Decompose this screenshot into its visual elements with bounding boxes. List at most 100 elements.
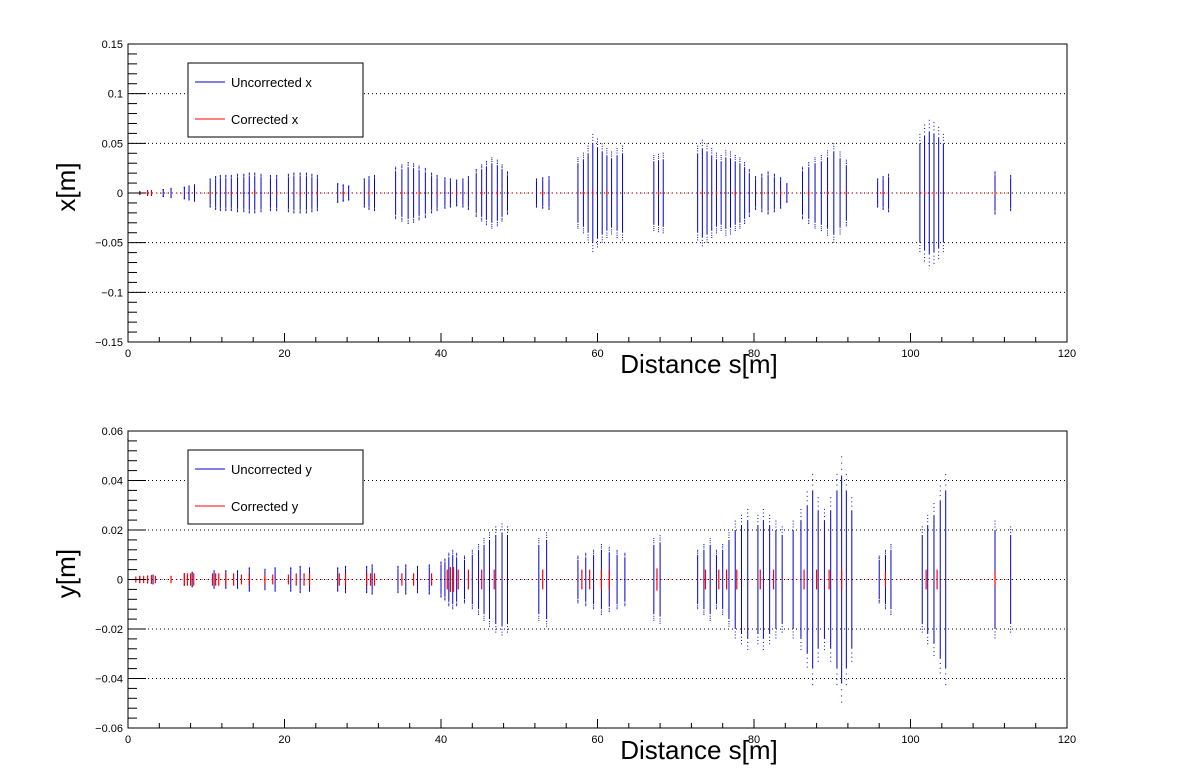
y-legend-box bbox=[187, 449, 364, 525]
y-uncorrected-dot bbox=[366, 590, 368, 592]
x-uncorrected-dot bbox=[436, 176, 438, 178]
y-uncorrected-dot bbox=[593, 552, 595, 554]
y-uncorrected-dot bbox=[191, 571, 193, 573]
y-uncorrected-dot bbox=[501, 631, 503, 633]
y-uncorrected-dot bbox=[830, 497, 832, 499]
x-uncorrected-dot bbox=[248, 174, 250, 176]
x-uncorrected-dot bbox=[994, 213, 996, 215]
x-uncorrected-dot bbox=[496, 225, 498, 227]
y-ytick-label: 0 bbox=[117, 575, 123, 587]
x-uncorrected-dot bbox=[808, 221, 810, 223]
y-uncorrected-dot bbox=[593, 551, 595, 553]
x-uncorrected-dot bbox=[342, 200, 344, 202]
y-uncorrected-dot bbox=[489, 532, 491, 534]
x-uncorrected-dot bbox=[734, 154, 736, 156]
x-uncorrected-dot bbox=[720, 158, 722, 160]
x-uncorrected-dot bbox=[597, 144, 598, 146]
x-uncorrected-dot bbox=[305, 210, 307, 212]
x-uncorrected-dot bbox=[311, 211, 313, 213]
y-uncorrected-dot bbox=[483, 617, 485, 619]
y-uncorrected-dot bbox=[417, 592, 419, 594]
x-uncorrected-dot bbox=[919, 139, 921, 141]
y-uncorrected-dot bbox=[577, 555, 579, 557]
x-uncorrected-dot bbox=[230, 174, 232, 176]
y-uncorrected-dot bbox=[800, 641, 802, 643]
x-uncorrected-dot bbox=[501, 217, 503, 219]
x-uncorrected-dot bbox=[407, 162, 409, 164]
y-uncorrected-dot bbox=[740, 514, 742, 516]
y-uncorrected-dot bbox=[577, 599, 579, 601]
x-uncorrected-dot bbox=[219, 176, 221, 178]
x-uncorrected-dot bbox=[833, 241, 835, 243]
y-uncorrected-dot bbox=[830, 656, 832, 658]
x-uncorrected-dot bbox=[418, 218, 420, 220]
x-uncorrected-dot bbox=[373, 176, 375, 178]
y-uncorrected-dot bbox=[722, 547, 724, 549]
x-uncorrected-dot bbox=[924, 131, 926, 133]
y-uncorrected-dot bbox=[600, 547, 602, 549]
y-uncorrected-dot bbox=[405, 593, 407, 595]
x-uncorrected-dot bbox=[395, 168, 397, 170]
y-uncorrected-dot bbox=[823, 641, 825, 643]
x-uncorrected-dot bbox=[230, 176, 232, 178]
y-uncorrected-dot bbox=[823, 649, 825, 651]
y-uncorrected-dot bbox=[851, 660, 853, 662]
y-uncorrected-dot bbox=[921, 531, 923, 533]
x-uncorrected-dot bbox=[622, 239, 624, 241]
x-uncorrected-dot bbox=[653, 230, 655, 232]
y-uncorrected-dot bbox=[248, 590, 250, 592]
y-uncorrected-dot bbox=[830, 505, 832, 507]
x-uncorrected-dot bbox=[577, 160, 579, 162]
x-uncorrected-dot bbox=[582, 230, 584, 232]
x-uncorrected-dot bbox=[658, 229, 660, 231]
x-uncorrected-dot bbox=[802, 218, 804, 220]
x-uncorrected-dot bbox=[616, 150, 618, 152]
y-uncorrected-dot bbox=[757, 639, 759, 641]
x-ytick-label: 0 bbox=[117, 188, 123, 200]
y-uncorrected-dot bbox=[213, 570, 215, 572]
x-uncorrected-dot bbox=[942, 245, 944, 247]
x-uncorrected-dot bbox=[739, 227, 741, 229]
x-uncorrected-dot bbox=[287, 175, 289, 177]
y-uncorrected-dot bbox=[248, 590, 250, 592]
y-uncorrected-dot bbox=[546, 620, 548, 622]
y-uncorrected-dot bbox=[945, 473, 947, 475]
y-uncorrected-dot bbox=[1010, 631, 1012, 633]
y-uncorrected-dot bbox=[478, 614, 480, 616]
x-uncorrected-dot bbox=[739, 159, 741, 161]
y-uncorrected-dot bbox=[600, 614, 602, 616]
x-uncorrected-dot bbox=[147, 190, 149, 192]
y-uncorrected-dot bbox=[659, 620, 661, 622]
x-uncorrected-dot bbox=[780, 177, 782, 179]
x-uncorrected-dot bbox=[407, 219, 409, 221]
x-uncorrected-dot bbox=[436, 209, 438, 211]
x-uncorrected-dot bbox=[548, 207, 550, 209]
x-uncorrected-dot bbox=[611, 155, 613, 157]
x-uncorrected-dot bbox=[316, 210, 318, 212]
x-uncorrected-dot bbox=[475, 171, 477, 173]
y-uncorrected-dot bbox=[478, 543, 480, 545]
y-uncorrected-dot bbox=[817, 652, 819, 654]
x-uncorrected-dot bbox=[711, 152, 713, 154]
y-uncorrected-dot bbox=[878, 601, 880, 603]
x-uncorrected-dot bbox=[215, 207, 217, 209]
x-uncorrected-dot bbox=[243, 174, 245, 176]
y-uncorrected-dot bbox=[213, 587, 215, 589]
x-uncorrected-dot bbox=[877, 205, 879, 207]
y-uncorrected-dot bbox=[428, 565, 430, 567]
x-uncorrected-dot bbox=[269, 208, 271, 210]
x-uncorrected-dot bbox=[162, 196, 164, 198]
y-uncorrected-dot bbox=[600, 543, 602, 545]
x-uncorrected-dot bbox=[299, 212, 301, 214]
y-uncorrected-dot bbox=[775, 526, 777, 528]
x-uncorrected-dot bbox=[467, 176, 469, 178]
x-uncorrected-dot bbox=[715, 156, 717, 158]
x-uncorrected-dot bbox=[697, 234, 699, 236]
x-uncorrected-dot bbox=[373, 175, 375, 177]
y-uncorrected-dot bbox=[781, 628, 783, 630]
y-uncorrected-dot bbox=[624, 603, 626, 605]
y-uncorrected-dot bbox=[817, 501, 819, 503]
x-uncorrected-dot bbox=[662, 152, 664, 154]
x-uncorrected-dot bbox=[548, 208, 550, 210]
x-uncorrected-dot bbox=[711, 232, 713, 234]
